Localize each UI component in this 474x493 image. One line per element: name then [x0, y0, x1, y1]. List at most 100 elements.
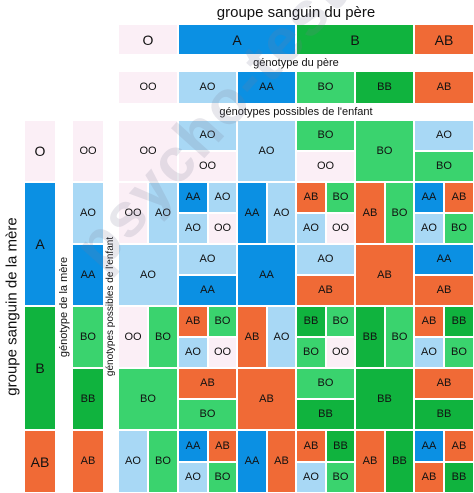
- child-cell: AA: [414, 430, 444, 462]
- child-cell: AO: [178, 337, 208, 368]
- child-cell: AO: [148, 182, 178, 244]
- mother-genotype-ab: AB: [72, 430, 104, 493]
- child-cell: AO: [296, 462, 326, 493]
- child-cell: AB: [237, 306, 267, 368]
- father-genotype-aa: AA: [237, 71, 296, 104]
- child-cell: BO: [148, 430, 178, 493]
- child-cell: BO: [444, 337, 474, 368]
- mother-genotype-title: génotype de la mère: [58, 256, 71, 357]
- child-cell: AB: [414, 368, 474, 399]
- child-cell: BO: [414, 151, 474, 182]
- child-cell: AA: [178, 430, 208, 462]
- child-cell: AA: [178, 182, 208, 213]
- child-cell: AO: [296, 213, 326, 244]
- child-cell: OO: [178, 151, 237, 182]
- child-cell: AO: [178, 244, 237, 275]
- father-group-o: O: [118, 24, 178, 55]
- child-cell: AA: [237, 430, 267, 493]
- child-cell: AB: [267, 430, 296, 493]
- child-cell: AO: [118, 244, 178, 306]
- child-cell: OO: [326, 337, 355, 368]
- child-cell: AO: [267, 306, 296, 368]
- child-cell: AO: [414, 213, 444, 244]
- child-cell: AO: [237, 120, 296, 182]
- child-cell: AB: [414, 306, 444, 337]
- father-group-a: A: [178, 24, 296, 55]
- child-cell: OO: [326, 213, 355, 244]
- mother-genotype-ao: AO: [72, 182, 104, 244]
- child-cell: BB: [296, 399, 355, 430]
- mother-group-b: B: [24, 306, 56, 430]
- child-cell: OO: [118, 182, 148, 244]
- father-genotype-oo: OO: [118, 71, 178, 104]
- child-cell: AA: [178, 275, 237, 306]
- child-cell: BO: [444, 213, 474, 244]
- father-group-ab: AB: [414, 24, 474, 55]
- child-cell: BB: [444, 306, 474, 337]
- child-cell: OO: [118, 120, 178, 182]
- father-genotype-ab: AB: [414, 71, 474, 104]
- child-cell: BB: [444, 462, 474, 493]
- child-cell: BB: [296, 306, 326, 337]
- child-cell: AA: [414, 244, 474, 275]
- child-cell: OO: [296, 151, 355, 182]
- child-cell: AB: [444, 182, 474, 213]
- mother-group-o: O: [24, 120, 56, 182]
- father-group-b: B: [296, 24, 414, 55]
- child-cell: BB: [355, 306, 385, 368]
- child-cell: BO: [178, 399, 237, 430]
- child-cell: BO: [118, 368, 178, 430]
- child-cell: BB: [355, 368, 414, 430]
- mother-genotype-bo: BO: [72, 306, 104, 368]
- mother-group-ab: AB: [24, 430, 56, 493]
- child-cell: AB: [414, 275, 474, 306]
- child-cell: AB: [296, 430, 326, 462]
- child-cell: AB: [296, 275, 355, 306]
- father-group-title: groupe sanguin du père: [216, 3, 376, 21]
- child-cell: OO: [118, 306, 148, 368]
- mother-genotype-bb: BB: [72, 368, 104, 430]
- child-cell: AB: [237, 368, 296, 430]
- child-cell: BB: [414, 399, 474, 430]
- child-cell: BO: [326, 306, 355, 337]
- child-cell: OO: [208, 337, 237, 368]
- child-cell: BO: [208, 462, 237, 493]
- child-cell: AB: [414, 462, 444, 493]
- mother-group-a: A: [24, 182, 56, 306]
- father-genotype-bo: BO: [296, 71, 355, 104]
- mother-genotype-aa: AA: [72, 244, 104, 306]
- child-cell: BO: [208, 306, 237, 337]
- father-genotype-ao: AO: [178, 71, 237, 104]
- child-cell: BO: [385, 182, 414, 244]
- child-cell: AB: [444, 430, 474, 462]
- child-cell: AA: [237, 182, 267, 244]
- child-cell: BO: [355, 120, 414, 182]
- child-cell: AO: [208, 182, 237, 213]
- child-cell: AB: [178, 368, 237, 399]
- child-cell: BO: [326, 182, 355, 213]
- child-cell: AO: [414, 120, 474, 151]
- child-genotypes-title: génotypes possibles de l'enfant: [219, 106, 373, 118]
- child-cell: AA: [414, 182, 444, 213]
- child-cell: AO: [414, 337, 444, 368]
- child-cell: AO: [267, 182, 296, 244]
- child-cell: AO: [296, 244, 355, 275]
- child-cell: BO: [296, 368, 355, 399]
- child-cell: BB: [326, 430, 355, 462]
- child-cell: AB: [355, 430, 385, 493]
- child-cell: OO: [208, 213, 237, 244]
- child-cell: BB: [385, 430, 414, 493]
- child-cell: AB: [296, 182, 326, 213]
- child-cell: AB: [178, 306, 208, 337]
- child-cell: AO: [178, 462, 208, 493]
- mother-group-title: groupe sanguin de la mère: [3, 217, 21, 396]
- mother-genotype-oo: OO: [72, 120, 104, 182]
- father-genotype-bb: BB: [355, 71, 414, 104]
- child-cell: AB: [208, 430, 237, 462]
- child-cell: BO: [326, 462, 355, 493]
- child-cell: AB: [355, 244, 414, 306]
- child-cell: BO: [385, 306, 414, 368]
- child-cell: AO: [118, 430, 148, 493]
- child-cell: BO: [296, 337, 326, 368]
- child-cell: BO: [148, 306, 178, 368]
